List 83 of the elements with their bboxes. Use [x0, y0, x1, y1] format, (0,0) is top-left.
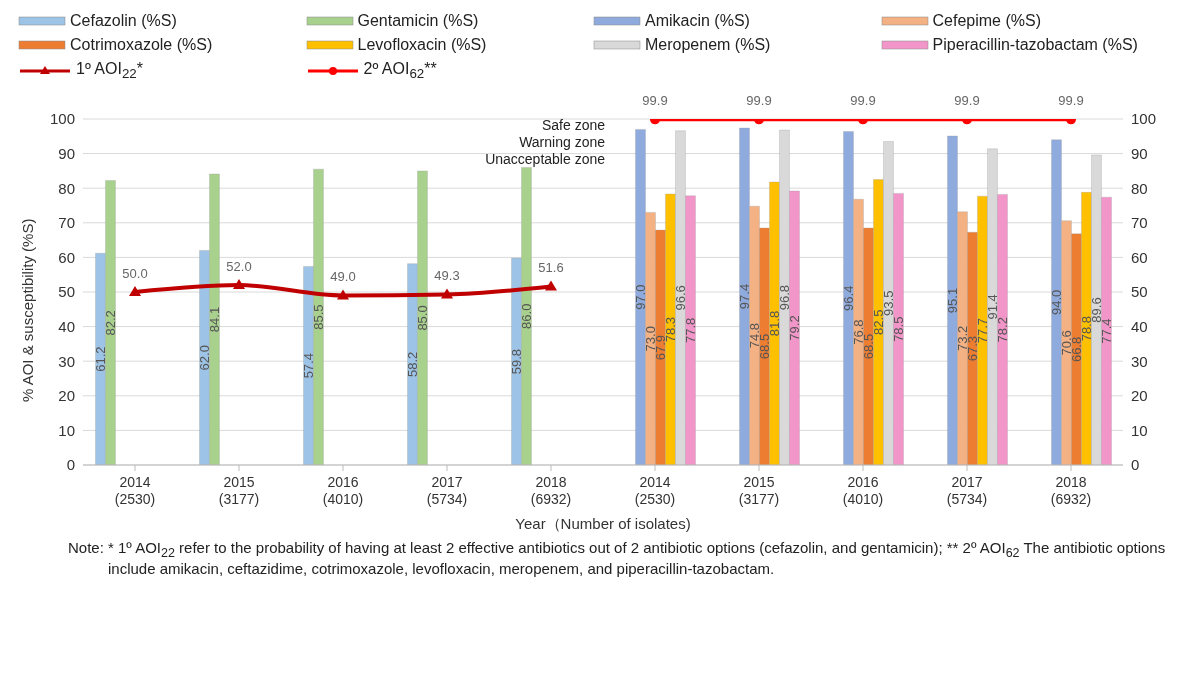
- annotation: Safe zone: [541, 117, 605, 134]
- y-tick-label: 40: [58, 318, 75, 336]
- point: [441, 288, 453, 299]
- data-label: 49.0: [330, 269, 356, 285]
- y2-tick-label: 30: [1131, 352, 1148, 370]
- data-label: 95.1: [944, 288, 960, 314]
- y2-tick-label: 10: [1131, 421, 1148, 439]
- x-tick-label: 2016 (4010): [322, 474, 364, 508]
- y2-tick-label: 60: [1131, 248, 1148, 266]
- legend-label: Cefepime (%S): [932, 12, 1041, 30]
- y2-tick-label: 100: [1131, 110, 1157, 128]
- legend-label: Cotrimoxazole (%S): [70, 36, 213, 54]
- point: [129, 286, 141, 297]
- data-label: 49.3: [434, 268, 460, 284]
- data-label: 96.6: [672, 285, 688, 311]
- text: Note: * 1º AOI$_{22}$ refer to the probability of having at least 2 effective antibiotics out of 2 antibiotic options (cefazolin, and gentamicin); ** 2º AOI$_{62}$ The antibiotic options include amikacin, ceftazidime, cotrimoxazole, levofloxacin, meropenem, and piperacillin-tazobactam.: [68, 539, 1166, 578]
- x-tick-label: 2014 (2530): [634, 474, 676, 508]
- y-tick-label: 30: [58, 352, 75, 370]
- y2-tick-label: 50: [1131, 283, 1148, 301]
- legend-label: Piperacillin-tazobactam (%S): [932, 36, 1138, 54]
- y2-tick-label: 70: [1131, 214, 1148, 232]
- data-label: 99.9: [746, 93, 772, 109]
- data-label: 99.9: [1058, 93, 1084, 109]
- legend-label: 2º AOI$_{62}$**: [363, 60, 437, 82]
- y-axis-title: % AOI & susceptibility (%S): [19, 218, 37, 403]
- data-label: 82.2: [102, 310, 118, 336]
- data-label: 77.8: [682, 317, 698, 344]
- data-label: 85.5: [310, 304, 326, 330]
- x-tick-label: 2018 (6932): [530, 474, 572, 508]
- data-label: 86.0: [518, 303, 534, 330]
- annotation: Unacceptable zone: [485, 151, 605, 168]
- y-tick-label: 20: [58, 387, 75, 405]
- data-label: 99.9: [642, 93, 668, 109]
- y2-tick-label: 20: [1131, 387, 1148, 405]
- x-tick-label: 2018 (6932): [1050, 474, 1092, 508]
- y-tick-label: 90: [58, 145, 75, 163]
- y-tick-label: 70: [58, 214, 75, 232]
- x-tick-label: 2015 (3177): [738, 474, 780, 508]
- point: [337, 289, 349, 300]
- x-tick-label: 2016 (4010): [842, 474, 884, 508]
- x-axis-title: Year（Number of isolates): [515, 515, 691, 533]
- x-tick-label: 2014 (2530): [114, 474, 156, 508]
- y-tick-label: 80: [58, 179, 75, 197]
- data-label: 61.2: [92, 346, 108, 372]
- data-label: 57.4: [300, 353, 316, 379]
- y-tick-label: 60: [58, 248, 75, 266]
- y2-tick-label: 80: [1131, 179, 1148, 197]
- annotation: Warning zone: [519, 134, 605, 151]
- point: [545, 280, 557, 291]
- point: [233, 279, 245, 290]
- y-tick-label: 100: [49, 110, 75, 128]
- data-label: 97.0: [632, 284, 648, 311]
- data-label: 99.9: [850, 93, 876, 109]
- data-label: 62.0: [196, 345, 212, 371]
- x-tick-label: 2017 (5734): [946, 474, 988, 508]
- legend-label: Cefazolin (%S): [70, 12, 177, 30]
- data-label: 79.2: [786, 315, 802, 341]
- y2-tick-label: 40: [1131, 318, 1148, 336]
- y2-tick-label: 0: [1131, 456, 1140, 474]
- data-label: 59.8: [508, 349, 524, 375]
- data-label: 96.8: [776, 285, 792, 311]
- data-label: 78.5: [890, 316, 906, 343]
- data-label: 85.0: [414, 305, 430, 331]
- y-tick-label: 50: [58, 283, 75, 301]
- data-label: 99.9: [954, 93, 980, 109]
- legend-label: Gentamicin (%S): [357, 12, 479, 30]
- legend-label: Meropenem (%S): [645, 36, 771, 54]
- data-label: 96.4: [840, 285, 856, 312]
- data-label: 94.0: [1048, 289, 1064, 316]
- data-label: 52.0: [226, 259, 252, 275]
- x-tick-label: 2017 (5734): [426, 474, 468, 508]
- legend-label: Amikacin (%S): [645, 12, 750, 30]
- y-tick-label: 10: [58, 421, 75, 439]
- data-label: 97.4: [736, 284, 752, 310]
- y2-tick-label: 90: [1131, 145, 1148, 163]
- data-label: 58.2: [404, 351, 420, 378]
- legend-label: Levofloxacin (%S): [357, 36, 487, 54]
- data-label: 51.6: [538, 260, 564, 276]
- x-tick-label: 2015 (3177): [218, 474, 260, 508]
- legend-label: 1º AOI$_{22}$*: [76, 60, 143, 82]
- y-tick-label: 0: [66, 456, 75, 474]
- data-label: 84.1: [206, 307, 222, 333]
- data-label: 50.0: [122, 266, 148, 282]
